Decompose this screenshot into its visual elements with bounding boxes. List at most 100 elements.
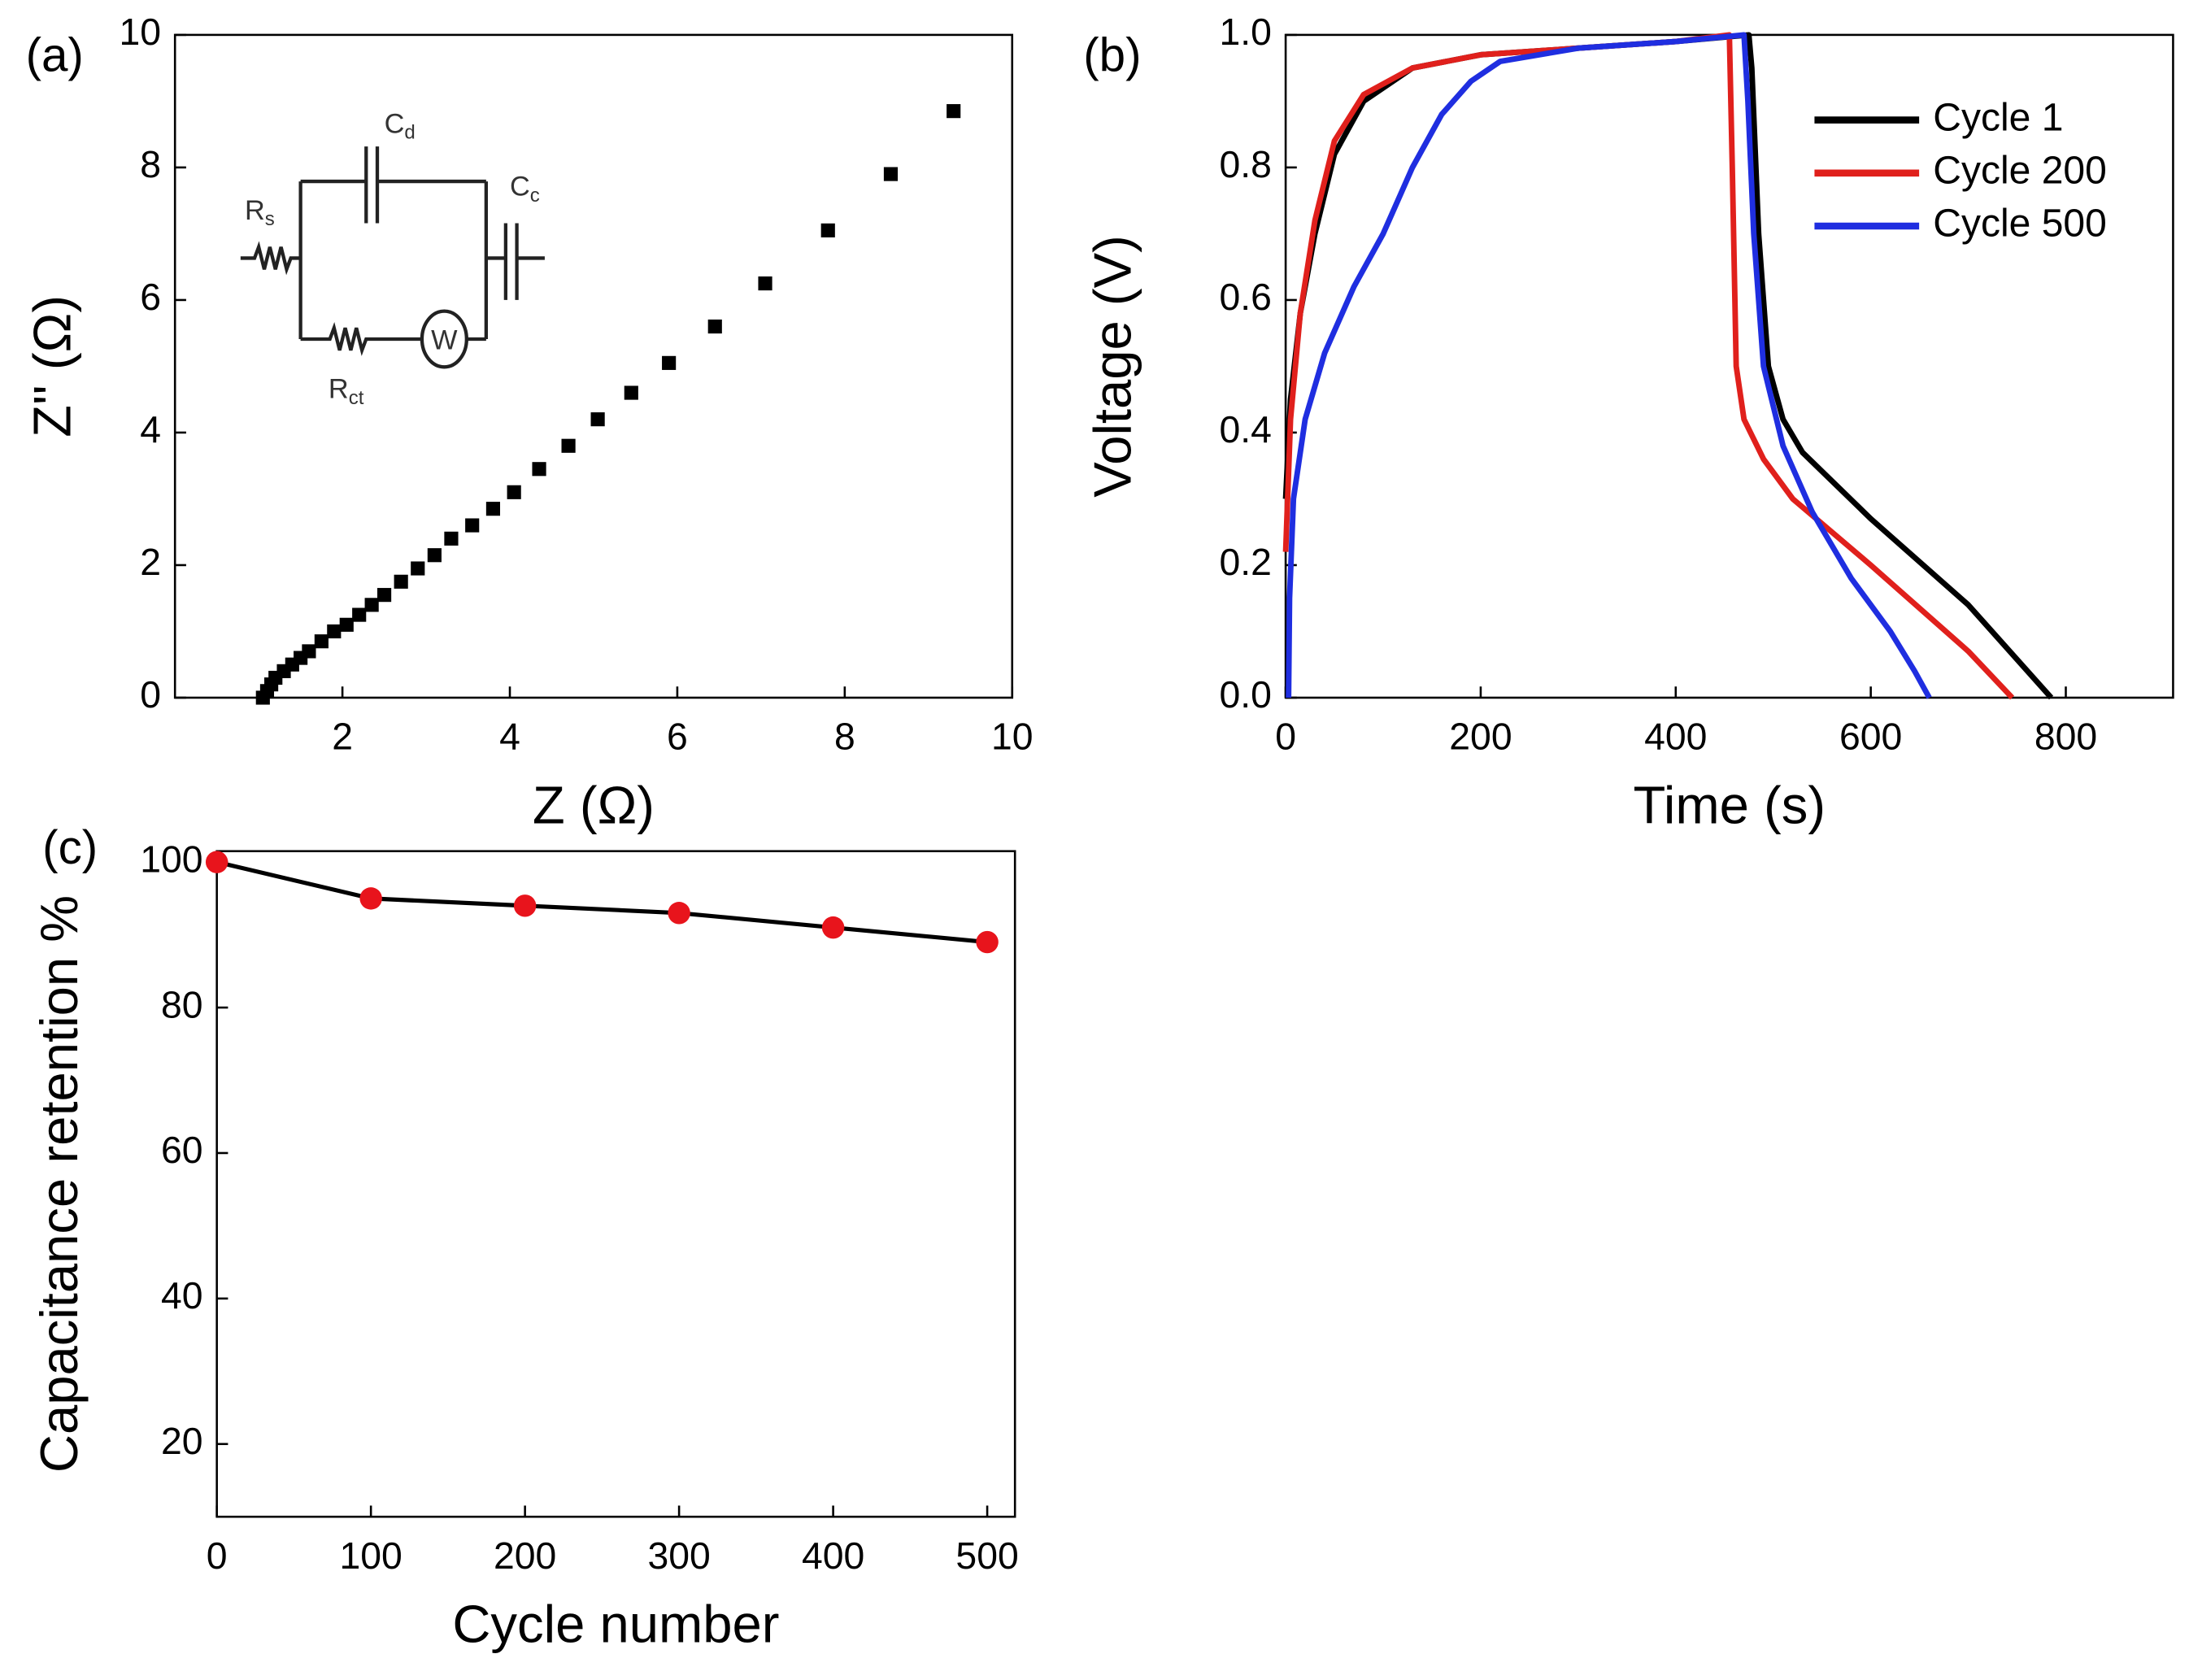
data-point	[532, 462, 546, 477]
data-point	[485, 502, 501, 516]
legend-label: Cycle 200	[1933, 149, 2107, 192]
y-tick-label: 20	[161, 1420, 203, 1462]
inset-label-main: R	[329, 374, 349, 405]
y-tick-label: 60	[161, 1129, 203, 1171]
y-axis-label: Voltage (V)	[1083, 235, 1142, 497]
x-tick-label: 2	[332, 716, 353, 758]
inset-element: W	[431, 324, 458, 355]
y-tick-label: 8	[140, 143, 161, 185]
y-tick-label: 1.0	[1220, 11, 1272, 53]
x-tick-label: 200	[494, 1534, 556, 1577]
legend-label: Cycle 1	[1933, 96, 2063, 139]
x-tick-label: 500	[955, 1534, 1018, 1577]
circuit-inset	[240, 146, 545, 369]
resistor	[300, 322, 486, 356]
panel-label: (b)	[1083, 28, 1141, 81]
x-tick-label: 300	[647, 1534, 710, 1577]
inset-label-main: R	[245, 195, 265, 226]
plot-frame	[173, 33, 1014, 699]
y-axis-label: Capacitance retention %	[29, 895, 89, 1473]
y-tick-label: 2	[140, 541, 161, 583]
inset-label-sub: ct	[349, 387, 364, 409]
y-axis-label: Z'' (Ω)	[23, 295, 82, 437]
series-line	[1286, 32, 1932, 699]
y-tick-label: 0.2	[1220, 541, 1272, 583]
x-axis-label: Cycle number	[452, 1595, 779, 1654]
data-point	[976, 930, 999, 954]
y-tick-label: 0.8	[1220, 143, 1272, 185]
data-point	[339, 617, 354, 632]
data-point	[820, 223, 835, 237]
inset-label: Cc	[510, 172, 540, 207]
inset-label: Rs	[245, 195, 275, 231]
data-point	[205, 851, 228, 873]
data-point	[662, 355, 677, 370]
data-point	[394, 574, 408, 589]
x-tick-label: 800	[2035, 716, 2097, 758]
x-tick-label: 200	[1449, 716, 1512, 758]
data-point	[513, 894, 537, 917]
data-point	[444, 531, 459, 546]
data-point	[507, 485, 521, 499]
data-point	[947, 104, 961, 119]
data-point	[364, 598, 379, 612]
data-point	[377, 588, 392, 603]
data-point	[427, 548, 442, 563]
resistor	[240, 241, 301, 276]
x-tick-label: 400	[802, 1534, 864, 1577]
data-point	[561, 438, 576, 453]
y-tick-label: 0.6	[1220, 276, 1272, 318]
x-tick-label: 400	[1644, 716, 1707, 758]
data-point	[821, 916, 845, 939]
data-point	[314, 634, 329, 649]
y-tick-label: 40	[161, 1274, 203, 1317]
wire	[298, 146, 488, 339]
inset-label-sub: s	[265, 208, 275, 230]
inset-label: Rct	[329, 374, 364, 410]
data-point	[302, 644, 316, 659]
inset-label-main: C	[385, 108, 405, 139]
y-tick-label: 0.4	[1220, 408, 1272, 450]
data-point	[411, 561, 425, 576]
x-tick-label: 0	[207, 1534, 228, 1577]
panel-label: (c)	[42, 821, 98, 874]
inset-label-sub: c	[530, 185, 540, 207]
data-point	[352, 607, 367, 622]
warburg	[420, 309, 468, 369]
x-axis-label: Time (s)	[1633, 775, 1826, 834]
x-tick-label: 8	[834, 716, 855, 758]
inset-label-main: C	[510, 172, 530, 202]
data-point	[624, 385, 638, 400]
inset-label: Cd	[385, 108, 416, 144]
x-tick-label: 10	[991, 716, 1034, 758]
y-tick-label: 0.0	[1220, 673, 1272, 716]
x-tick-label: 4	[499, 716, 520, 758]
y-tick-label: 4	[140, 408, 161, 450]
inset-label-sub: d	[404, 122, 415, 144]
legend-label: Cycle 500	[1933, 202, 2107, 246]
data-point	[465, 518, 480, 533]
series-line	[1282, 32, 2015, 700]
data-point	[883, 167, 899, 181]
x-tick-label: 600	[1839, 716, 1902, 758]
x-tick-label: 6	[667, 716, 688, 758]
y-tick-label: 6	[140, 276, 161, 318]
y-tick-label: 0	[140, 673, 161, 716]
x-tick-label: 0	[1275, 716, 1296, 758]
y-tick-label: 100	[140, 838, 202, 880]
y-tick-label: 80	[161, 983, 203, 1025]
series-line	[216, 860, 988, 945]
data-point	[707, 319, 722, 334]
x-tick-label: 100	[340, 1534, 403, 1577]
data-point	[758, 276, 772, 291]
data-point	[359, 887, 382, 910]
capacitor	[485, 223, 545, 300]
y-tick-label: 10	[120, 11, 162, 53]
data-point	[327, 624, 342, 639]
data-point	[590, 412, 605, 427]
x-axis-label: Z (Ω)	[533, 775, 655, 834]
data-point	[668, 902, 690, 925]
panel-label: (a)	[26, 28, 84, 81]
plot-frame	[215, 850, 1016, 1518]
